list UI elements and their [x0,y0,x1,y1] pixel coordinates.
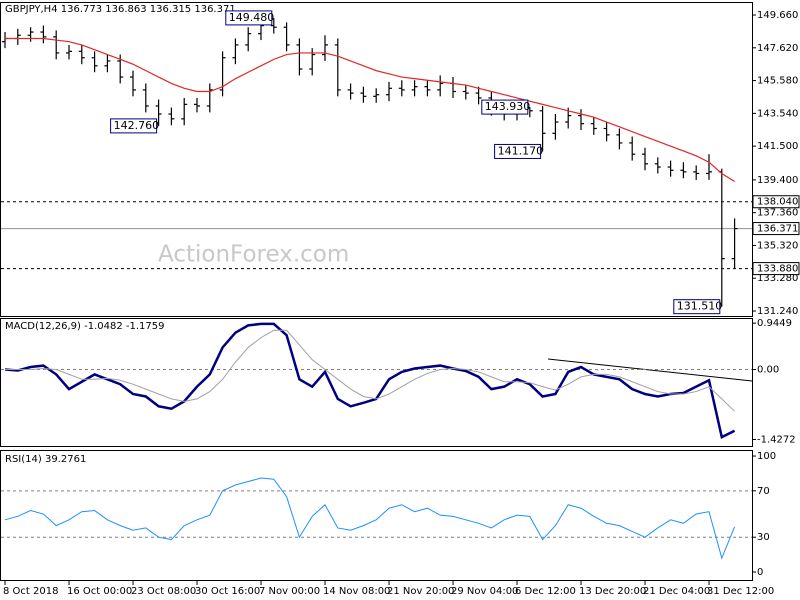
y-tick-label: 145.580 [757,76,798,87]
macd-panel-frame [0,318,753,447]
y-tick-label: 30 [757,532,770,543]
y-tick-label: 141.500 [757,141,798,152]
y-tick-label: 0.9449 [757,318,792,329]
x-tick-label: 8 Oct 2018 [3,586,58,597]
annotation-label: 149.480 [229,11,274,24]
price-level-box [752,195,800,209]
y-tick-label: 135.320 [757,240,798,251]
trend-line [547,358,753,382]
x-tick-label: 29 Nov 04:00 [451,586,518,597]
annotation-box [110,118,158,134]
price-level-box [752,262,800,276]
x-tick-label: 21 Nov 20:00 [387,586,454,597]
x-tick-label: 7 Nov 00:00 [259,586,320,597]
y-tick-label: 149.660 [757,10,798,21]
y-tick-label: 0.00 [757,364,779,375]
y-tick-label: 137.360 [757,208,798,219]
x-tick-label: 13 Dec 20:00 [579,586,646,597]
annotation-box [481,99,529,115]
y-tick-label: 143.540 [757,108,798,119]
indicator-line [4,477,736,560]
annotation-label: 143.930 [485,100,531,113]
annotation-label: 142.760 [114,119,160,132]
price-level-label: 138.040 [757,197,798,208]
price-level-label: 136.371 [757,224,798,235]
price-level-label: 133.880 [757,264,798,275]
x-tick-label: 14 Nov 08:00 [323,586,390,597]
macd-title: MACD(12,26,9) -1.0482 -1.1759 [5,321,165,332]
y-tick-label: 0 [757,567,763,578]
rsi-panel-frame [0,450,753,581]
y-tick-label: 133.280 [757,273,798,284]
rsi-title: RSI(14) 39.2761 [5,454,86,465]
y-tick-label: 100 [757,451,776,462]
indicator-line [5,329,735,412]
price-panel-frame [0,2,753,317]
indicator-line [4,322,736,440]
y-tick-label: 70 [757,486,770,497]
annotation-box [494,143,542,159]
price-title: GBPJPY,H4 136.773 136.863 136.315 136.37… [5,4,236,15]
x-tick-label: 23 Oct 08:00 [131,586,196,597]
x-tick-label: 16 Oct 00:00 [67,586,132,597]
annotation-label: 131.510 [677,300,723,313]
x-tick-label: 6 Dec 12:00 [515,586,576,597]
x-tick-label: 30 Oct 16:00 [195,586,260,597]
price-level-box [752,222,800,236]
x-tick-label: 31 Dec 12:00 [707,586,774,597]
moving-average [5,37,735,183]
annotation-label: 141.170 [498,144,543,157]
y-tick-label: 139.400 [757,175,798,186]
y-tick-label: -1.4272 [757,434,796,445]
annotation-box [673,299,721,315]
x-tick-label: 21 Dec 04:00 [643,586,710,597]
annotation-box [225,10,273,26]
y-tick-label: 131.240 [757,306,798,317]
watermark: ActionForex.com [158,242,349,268]
y-tick-label: 147.620 [757,43,798,54]
